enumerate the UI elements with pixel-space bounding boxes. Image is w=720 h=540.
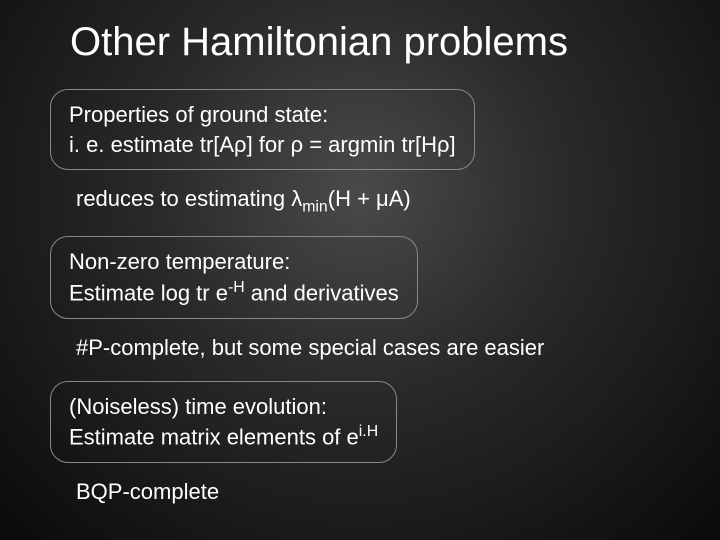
text-line: reduces to estimating λmin(H + μA) bbox=[76, 184, 670, 218]
plain-text: reduces to estimating λmin(H + μA) bbox=[76, 184, 670, 218]
plain-text: #P-complete, but some special cases are … bbox=[76, 333, 670, 363]
bordered-block: (Noiseless) time evolution:Estimate matr… bbox=[50, 381, 397, 464]
slide-content: Properties of ground state:i. e. estimat… bbox=[50, 89, 670, 507]
slide-title: Other Hamiltonian problems bbox=[70, 20, 670, 65]
text-line: #P-complete, but some special cases are … bbox=[76, 333, 670, 363]
text-line: Estimate log tr e-H and derivatives bbox=[69, 277, 399, 308]
text-line: Estimate matrix elements of ei.H bbox=[69, 421, 378, 452]
text-line: Non-zero temperature: bbox=[69, 247, 399, 277]
text-line: Properties of ground state: bbox=[69, 100, 456, 130]
superscript: -H bbox=[228, 279, 245, 296]
superscript: i.H bbox=[359, 423, 378, 440]
text-line: BQP-complete bbox=[76, 477, 670, 507]
subscript: min bbox=[302, 199, 328, 216]
slide: Other Hamiltonian problems Properties of… bbox=[0, 0, 720, 540]
bordered-block: Properties of ground state:i. e. estimat… bbox=[50, 89, 475, 170]
plain-text: BQP-complete bbox=[76, 477, 670, 507]
bordered-block: Non-zero temperature:Estimate log tr e-H… bbox=[50, 236, 418, 319]
text-line: (Noiseless) time evolution: bbox=[69, 392, 378, 422]
text-line: i. e. estimate tr[Aρ] for ρ = argmin tr[… bbox=[69, 130, 456, 160]
